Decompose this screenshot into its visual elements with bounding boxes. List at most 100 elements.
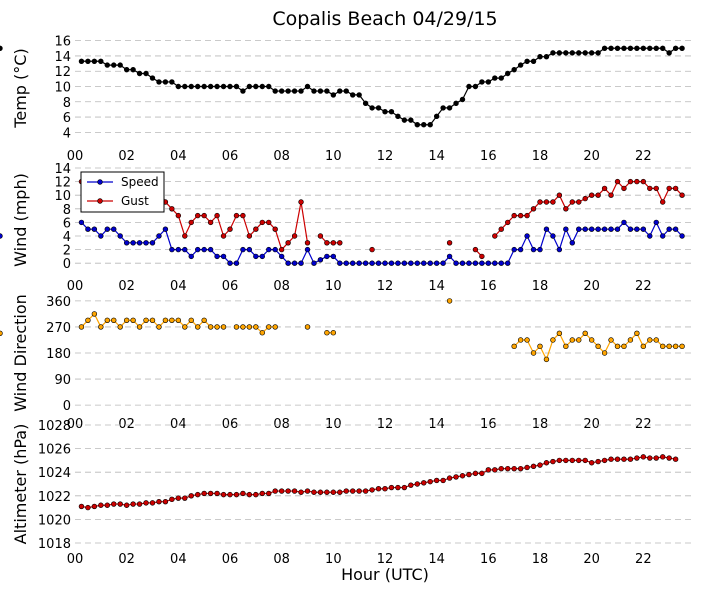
direction-data-point xyxy=(511,343,517,350)
altimeter-data-point xyxy=(317,489,324,495)
altimeter-x-tick-label: 18 xyxy=(532,552,549,567)
altimeter-data-point xyxy=(130,501,136,507)
wind-x-tick-label: 04 xyxy=(170,279,187,294)
wind-data-point xyxy=(278,246,285,253)
direction-data-point xyxy=(266,324,272,330)
altimeter-x-tick-label: 14 xyxy=(428,552,445,567)
direction-data-point xyxy=(104,317,110,323)
wind-data-point xyxy=(272,246,278,253)
temp-data-point xyxy=(104,62,110,68)
wind-data-point xyxy=(647,233,653,239)
temp-data-point xyxy=(324,88,330,94)
altimeter-data-point xyxy=(207,490,214,497)
altimeter-data-point xyxy=(530,463,537,469)
temp-y-tick-label: 4 xyxy=(63,126,71,141)
altimeter-data-point xyxy=(136,501,143,507)
wind-data-point xyxy=(104,226,110,232)
wind-data-point xyxy=(317,233,324,239)
altimeter-data-point xyxy=(324,489,330,495)
direction-x-tick-label: 18 xyxy=(532,417,549,432)
wind-data-point xyxy=(537,199,543,205)
wind-data-point xyxy=(543,199,550,205)
wind-data-point xyxy=(446,253,453,260)
altimeter-data-point xyxy=(466,471,472,478)
wind-data-point xyxy=(505,219,511,226)
direction-data-point xyxy=(550,337,556,343)
temp-data-point xyxy=(195,83,201,90)
altimeter-data-point xyxy=(78,503,85,510)
wind-y-tick-label: 4 xyxy=(63,230,71,245)
wind-data-point xyxy=(401,260,408,266)
altimeter-data-point xyxy=(214,490,220,497)
direction-data-point xyxy=(98,324,104,330)
direction-x-tick-label: 14 xyxy=(428,417,445,432)
temp-data-point xyxy=(414,122,420,128)
wind-y-tick-label: 0 xyxy=(63,257,71,272)
wind-x-tick-label: 00 xyxy=(67,279,84,294)
wind-data-point xyxy=(259,219,265,226)
altimeter-data-point xyxy=(621,456,627,462)
direction-data-point xyxy=(608,337,614,343)
altimeter-data-point xyxy=(576,457,582,464)
temp-data-point xyxy=(246,83,253,90)
altimeter-data-point xyxy=(395,484,401,491)
direction-data-point xyxy=(195,324,201,330)
wind-data-point xyxy=(149,240,156,246)
altimeter-data-point xyxy=(117,501,123,507)
wind-data-point xyxy=(530,206,537,212)
temp-data-point xyxy=(524,58,530,64)
altimeter-data-point xyxy=(401,484,408,491)
direction-data-point xyxy=(672,343,679,350)
direction-data-point xyxy=(446,298,453,304)
wind-data-point xyxy=(569,199,575,205)
temp-data-point xyxy=(317,88,324,94)
wind-y-tick-label: 8 xyxy=(63,203,71,218)
altimeter-data-point xyxy=(433,477,440,484)
direction-data-point xyxy=(679,343,685,350)
wind-data-point xyxy=(672,185,679,192)
wind-y-tick-label: 10 xyxy=(54,189,71,204)
wind-data-point xyxy=(660,199,666,205)
wind-data-point xyxy=(660,233,666,239)
wind-data-point xyxy=(556,246,563,253)
wind-data-point xyxy=(653,219,659,226)
temp-data-point xyxy=(666,50,672,56)
wind-data-point xyxy=(608,192,614,198)
altimeter-data-point xyxy=(111,501,117,507)
wind-x-tick-label: 12 xyxy=(377,279,394,294)
wind-data-point xyxy=(175,212,182,219)
temp-data-point xyxy=(207,83,214,90)
temp-data-point xyxy=(78,58,85,64)
altimeter-data-point xyxy=(291,488,298,494)
altimeter-data-point xyxy=(278,488,285,494)
temp-data-point xyxy=(285,88,291,94)
wind-data-point xyxy=(123,240,130,246)
temp-data-point xyxy=(556,50,563,56)
temp-data-point xyxy=(272,88,278,94)
wind-data-point xyxy=(679,233,685,239)
direction-data-point xyxy=(595,343,601,350)
wind-data-point xyxy=(382,260,388,266)
wind-data-point xyxy=(182,233,188,239)
temp-x-tick-label: 00 xyxy=(67,149,84,164)
wind-data-point xyxy=(253,253,259,260)
direction-data-point xyxy=(117,324,123,330)
wind-data-point xyxy=(214,253,220,260)
direction-data-point xyxy=(149,317,156,323)
direction-data-point xyxy=(621,343,627,350)
legend-label: Gust xyxy=(121,194,149,208)
direction-data-point xyxy=(653,337,659,343)
temp-data-point xyxy=(634,45,640,51)
direction-data-point xyxy=(91,311,98,317)
altimeter-x-tick-label: 00 xyxy=(67,552,84,567)
temp-data-point xyxy=(427,122,433,128)
wind-data-point xyxy=(266,246,272,253)
temp-data-point xyxy=(479,79,485,85)
altimeter-data-point xyxy=(169,496,175,503)
wind-data-point xyxy=(505,260,511,266)
altimeter-data-point xyxy=(156,499,162,505)
wind-data-point xyxy=(356,260,362,266)
wind-series-line xyxy=(81,221,683,265)
temp-data-point xyxy=(588,50,595,56)
wind-data-point xyxy=(601,226,608,232)
